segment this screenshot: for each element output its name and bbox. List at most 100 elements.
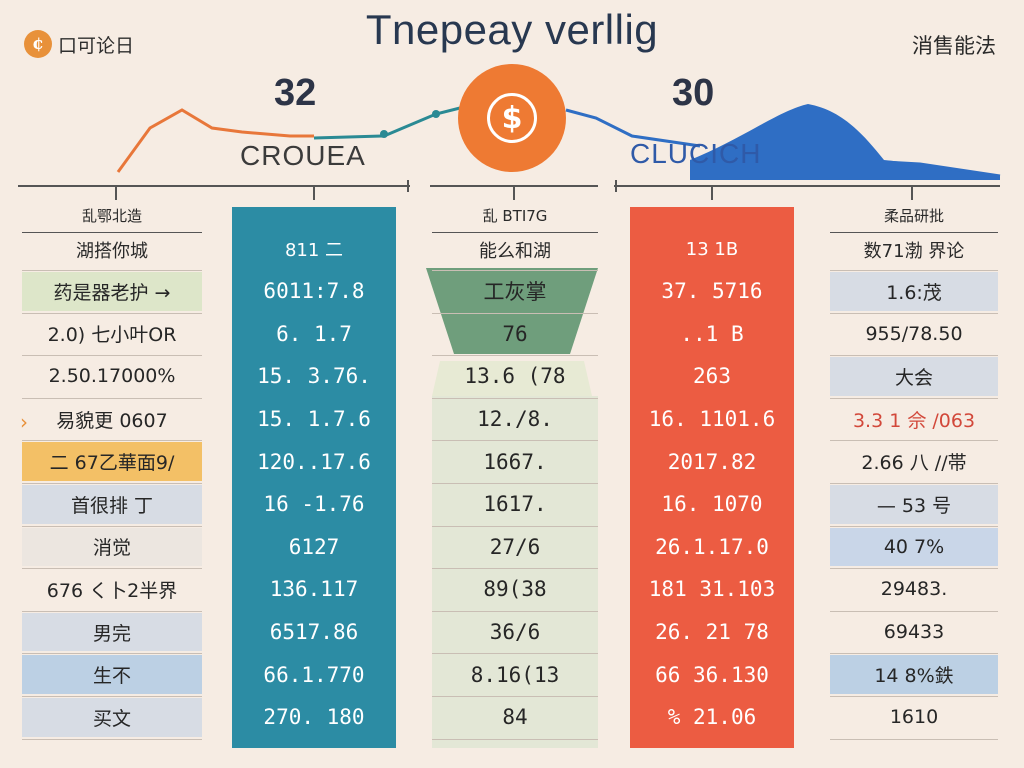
- row-divider: [830, 568, 998, 570]
- arrow-right-icon: ›: [20, 410, 28, 434]
- table-cell: 1667.: [483, 449, 547, 474]
- row-divider: [22, 525, 202, 527]
- table-cell: 2017.82: [667, 449, 757, 474]
- dollar-symbol: $: [487, 93, 537, 143]
- column-subheader: 湖搭你城: [22, 232, 202, 267]
- table-cell: 76: [502, 321, 528, 346]
- table-cell: 13.6 (78: [464, 364, 566, 389]
- row-divider: [432, 270, 598, 271]
- table-cell: 1610: [889, 706, 939, 729]
- table-cell: 6011:7.8: [263, 279, 365, 304]
- table-cell: 1.6:茂: [830, 272, 998, 311]
- row-divider: [22, 696, 202, 697]
- table-cell: 120..17.6: [257, 449, 371, 474]
- app-logo[interactable]: ¢ 口可论日: [24, 30, 134, 58]
- table-cell: 易貌更 0607: [56, 409, 168, 432]
- table-cell: 26. 21 78: [655, 620, 769, 645]
- funnel-shape: [426, 268, 598, 396]
- table-cell: 工灰掌: [483, 280, 547, 305]
- row-divider: [830, 610, 998, 612]
- row-divider: [830, 440, 998, 442]
- table-cell: 大会: [830, 357, 998, 396]
- table-cell: ..1 B: [680, 321, 744, 346]
- row-divider: [830, 738, 998, 740]
- table-cell: 12./8.: [477, 407, 553, 432]
- column-header: 柔品研批: [883, 206, 944, 225]
- row-divider: [432, 440, 598, 442]
- right-subtitle: CLUCICH: [630, 138, 762, 169]
- blue-trend-line: [565, 108, 701, 148]
- teal-trend-line: [313, 106, 461, 140]
- row-divider: [432, 653, 598, 655]
- table-cell: 6127: [288, 534, 340, 559]
- row-divider: [22, 610, 202, 612]
- row-divider: [22, 312, 202, 314]
- row-divider: [22, 568, 202, 570]
- teal-column-band: [232, 207, 396, 748]
- row-divider: [830, 696, 998, 697]
- top-right-label: 消售能法: [912, 34, 996, 58]
- blue-area-shape: [690, 104, 1000, 180]
- blue-tail-line: [883, 160, 1001, 178]
- table-cell: 36/6: [489, 620, 541, 645]
- table-cell: 270. 180: [263, 705, 365, 730]
- table-cell: 955/78.50: [865, 322, 963, 345]
- dollar-coin-icon: $: [458, 64, 566, 172]
- row-divider: [22, 355, 202, 357]
- table-cell: 2.50.17000%: [48, 365, 176, 388]
- table-cell: 6517.86: [269, 620, 359, 645]
- table-cell: 8.16(13: [470, 662, 560, 687]
- table-cell: 69433: [883, 621, 945, 644]
- table-cell: 26.1.17.0: [655, 534, 769, 559]
- table-cell: 2.66 八 //帯: [861, 452, 967, 475]
- row-divider: [22, 738, 202, 740]
- row-divider: [432, 738, 598, 740]
- row-divider: [22, 440, 202, 442]
- row-divider: [22, 653, 202, 655]
- table-cell: 263: [693, 364, 731, 389]
- table-cell: 181 31.103: [648, 577, 776, 602]
- row-divider: [22, 270, 202, 271]
- orange-trend-line: [116, 108, 314, 173]
- table-cell: 生不: [22, 655, 202, 694]
- column-header: 乱鄂北造: [81, 206, 142, 225]
- table-cell: 14 8%鉄: [830, 655, 998, 694]
- table-cell: 89(38: [483, 577, 547, 602]
- table-cell: 84: [502, 705, 528, 730]
- table-cell: 消觉: [22, 527, 202, 567]
- page-title: Tnepeay verllig: [365, 6, 659, 53]
- table-cell: 男完: [22, 612, 202, 652]
- table-cell: 买文: [22, 698, 202, 737]
- row-divider: [432, 355, 598, 357]
- table-cell: 676 く卜2半界: [46, 579, 178, 602]
- column-subheader: 13 1B: [685, 238, 739, 260]
- row-divider: [830, 355, 998, 357]
- table-cell: 药是器老护 →: [22, 272, 202, 311]
- table-cell: % 21.06: [667, 705, 757, 730]
- row-divider: [22, 483, 202, 484]
- row-divider: [432, 610, 598, 612]
- row-divider: [432, 696, 598, 697]
- table-cell: 16. 1070: [661, 492, 763, 517]
- table-cell: 首很排 丁: [22, 485, 202, 524]
- row-divider: [432, 568, 598, 570]
- table-cell: 2.0) 七小叶OR: [47, 324, 177, 347]
- table-cell: 136.117: [269, 577, 359, 602]
- row-divider: [830, 397, 998, 399]
- table-cell: 16 -1.76: [263, 492, 365, 517]
- row-divider: [432, 525, 598, 527]
- table-cell: 1617.: [483, 492, 547, 517]
- table-cell: 40 7%: [830, 527, 998, 567]
- table-cell: 29483.: [880, 578, 948, 601]
- row-divider: [432, 397, 598, 399]
- column-subheader: 能么和湖: [432, 232, 598, 267]
- row-divider: [432, 483, 598, 484]
- left-subtitle: CROUEA: [240, 140, 366, 171]
- table-cell: 二 67乙華面9/: [22, 442, 202, 481]
- teal-point: [380, 130, 388, 138]
- table-cell: — 53 号: [830, 485, 998, 524]
- column-header: 乱 BTI7G: [482, 206, 548, 225]
- column-subheader: 811 二: [284, 240, 344, 261]
- table-cell: 66.1.770: [263, 662, 365, 687]
